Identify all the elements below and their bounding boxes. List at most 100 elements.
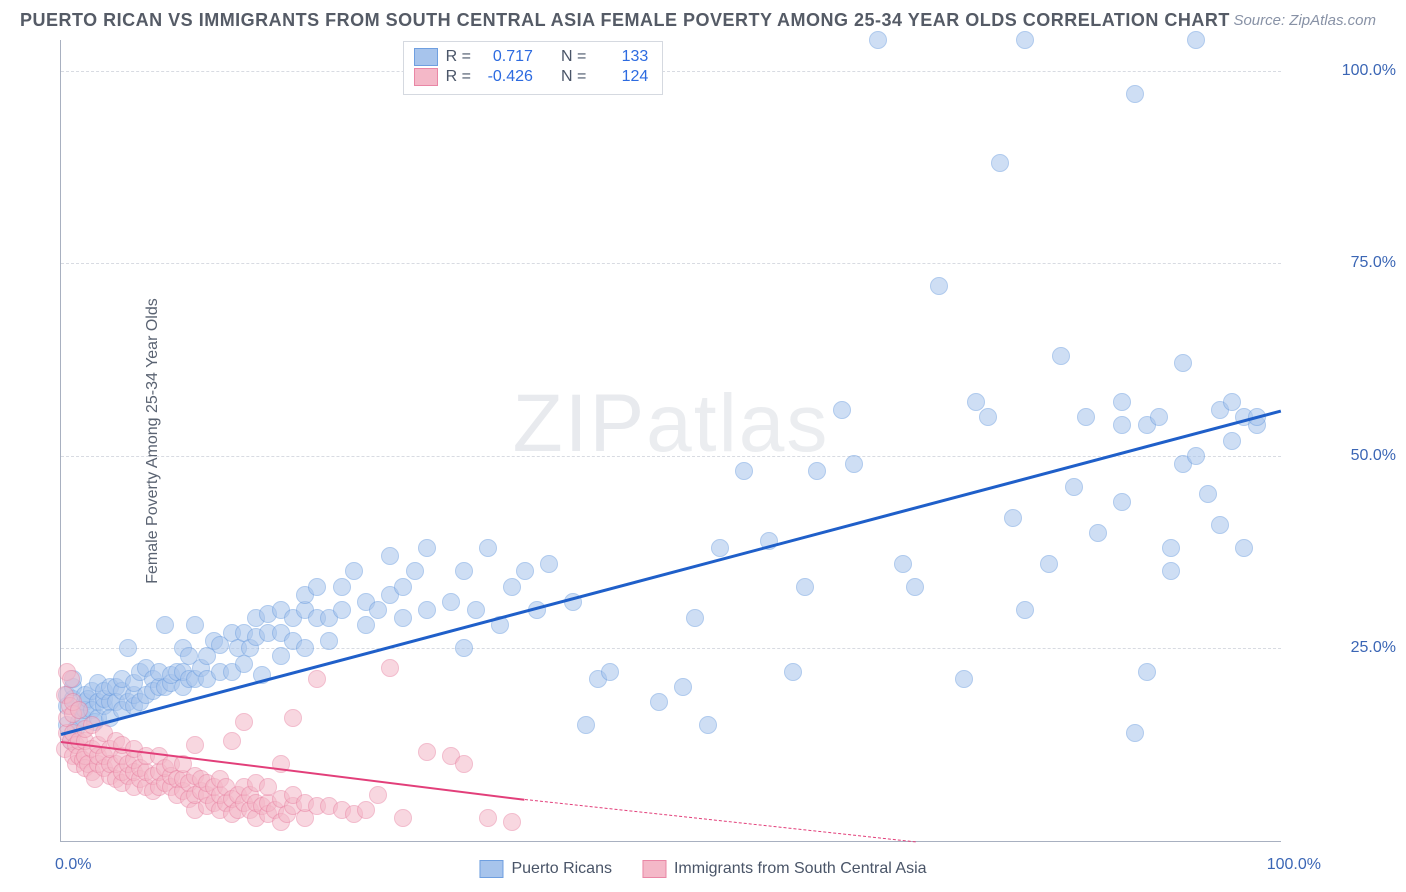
data-point xyxy=(1187,31,1205,49)
legend-item-2: Immigrants from South Central Asia xyxy=(642,860,927,878)
source-label: Source: ZipAtlas.com xyxy=(1233,12,1376,29)
data-point xyxy=(1223,393,1241,411)
data-point xyxy=(1235,539,1253,557)
x-tick-left: 0.0% xyxy=(55,856,91,874)
chart-area: Female Poverty Among 25-34 Year Olds ZIP… xyxy=(40,40,1391,842)
data-point xyxy=(1016,601,1034,619)
data-point xyxy=(1126,724,1144,742)
legend-swatch-1 xyxy=(479,860,503,878)
stats-swatch xyxy=(414,48,438,66)
data-point xyxy=(333,578,351,596)
data-point xyxy=(308,670,326,688)
data-point xyxy=(455,562,473,580)
data-point xyxy=(808,462,826,480)
data-point xyxy=(381,659,399,677)
data-point xyxy=(967,393,985,411)
data-point xyxy=(455,639,473,657)
stats-swatch xyxy=(414,68,438,86)
x-tick-right: 100.0% xyxy=(1267,856,1321,874)
data-point xyxy=(320,632,338,650)
data-point xyxy=(503,813,521,831)
data-point xyxy=(235,655,253,673)
data-point xyxy=(845,455,863,473)
data-point xyxy=(1211,516,1229,534)
data-point xyxy=(955,670,973,688)
data-point xyxy=(186,736,204,754)
n-value: 124 xyxy=(594,68,648,86)
data-point xyxy=(869,31,887,49)
data-point xyxy=(369,601,387,619)
data-point xyxy=(1040,555,1058,573)
data-point xyxy=(394,809,412,827)
data-point xyxy=(186,616,204,634)
stats-row: R =0.717N =133 xyxy=(414,48,649,66)
data-point xyxy=(833,401,851,419)
data-point xyxy=(381,547,399,565)
data-point xyxy=(1065,478,1083,496)
data-point xyxy=(479,809,497,827)
data-point xyxy=(894,555,912,573)
data-point xyxy=(784,663,802,681)
data-point xyxy=(394,609,412,627)
data-point xyxy=(991,154,1009,172)
data-point xyxy=(796,578,814,596)
data-point xyxy=(156,616,174,634)
data-point xyxy=(1162,562,1180,580)
plot-region: ZIPatlas R =0.717N =133R =-0.426N =124 xyxy=(60,40,1281,842)
r-value: -0.426 xyxy=(479,68,533,86)
stats-row: R =-0.426N =124 xyxy=(414,68,649,86)
y-tick: 75.0% xyxy=(1351,254,1396,272)
stats-legend-box: R =0.717N =133 R =-0.426N =124 xyxy=(403,41,664,95)
data-point xyxy=(1004,509,1022,527)
data-point xyxy=(479,539,497,557)
n-value: 133 xyxy=(594,48,648,66)
trend-line xyxy=(525,799,916,842)
data-point xyxy=(979,408,997,426)
data-point xyxy=(1077,408,1095,426)
data-point xyxy=(1089,524,1107,542)
data-point xyxy=(1223,432,1241,450)
data-point xyxy=(357,801,375,819)
data-point xyxy=(1174,354,1192,372)
data-point xyxy=(308,578,326,596)
data-point xyxy=(272,647,290,665)
data-point xyxy=(333,601,351,619)
data-point xyxy=(442,593,460,611)
data-point xyxy=(930,277,948,295)
data-point xyxy=(650,693,668,711)
data-point xyxy=(70,701,88,719)
data-point xyxy=(406,562,424,580)
legend-bottom: Puerto Ricans Immigrants from South Cent… xyxy=(479,860,926,878)
data-point xyxy=(223,732,241,750)
data-point xyxy=(455,755,473,773)
data-point xyxy=(1016,31,1034,49)
data-point xyxy=(467,601,485,619)
data-point xyxy=(540,555,558,573)
y-tick: 25.0% xyxy=(1351,639,1396,657)
legend-item-1: Puerto Ricans xyxy=(479,860,612,878)
data-point xyxy=(1199,485,1217,503)
data-point xyxy=(1162,539,1180,557)
data-point xyxy=(284,709,302,727)
data-point xyxy=(1138,663,1156,681)
data-point xyxy=(577,716,595,734)
data-point xyxy=(345,562,363,580)
data-point xyxy=(62,670,80,688)
data-point xyxy=(418,539,436,557)
y-tick: 100.0% xyxy=(1342,62,1396,80)
data-point xyxy=(1052,347,1070,365)
data-point xyxy=(1113,493,1131,511)
data-point xyxy=(735,462,753,480)
data-point xyxy=(699,716,717,734)
data-point xyxy=(711,539,729,557)
chart-title: PUERTO RICAN VS IMMIGRANTS FROM SOUTH CE… xyxy=(20,10,1230,31)
data-point xyxy=(674,678,692,696)
data-point xyxy=(1187,447,1205,465)
data-point xyxy=(906,578,924,596)
data-point xyxy=(296,639,314,657)
data-point xyxy=(418,601,436,619)
data-point xyxy=(394,578,412,596)
data-point xyxy=(1150,408,1168,426)
y-tick: 50.0% xyxy=(1351,447,1396,465)
data-point xyxy=(235,713,253,731)
